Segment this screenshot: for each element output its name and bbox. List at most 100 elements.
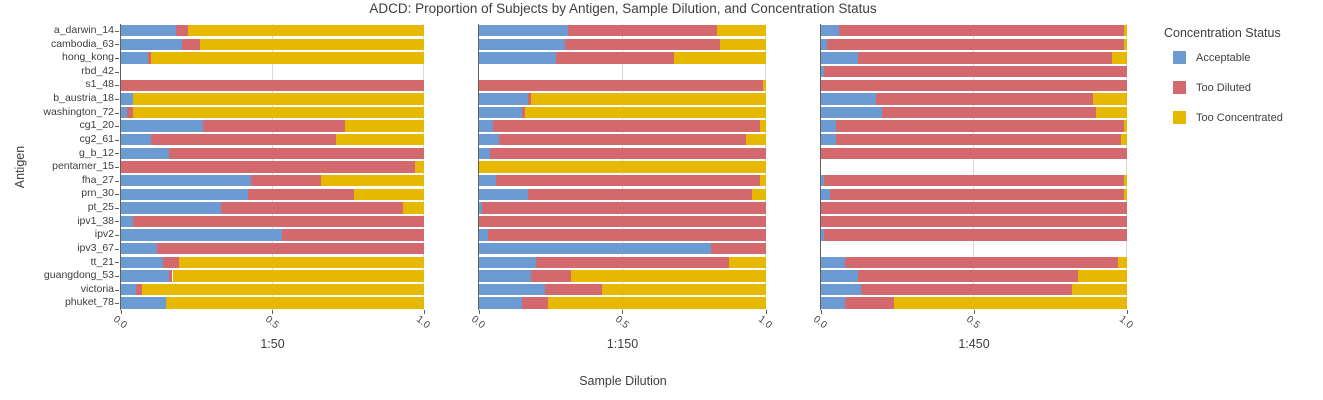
bar-segment-too-concentrated [1123,38,1127,51]
bar-segment-too-diluted [133,215,424,228]
y-axis-label: rbd_42 [81,64,114,77]
bar-row [479,229,766,241]
legend-items: Acceptable Too Diluted Too Concentrated [1161,51,1283,124]
bar-segment-acceptable [121,256,164,268]
bar-segment-acceptable [121,25,176,37]
bar-row [821,25,1127,37]
bar-row [121,202,424,214]
y-axis-label: s1_48 [85,78,114,91]
bar-row [121,243,424,255]
bar-row [121,66,424,77]
facet-label: 1:450 [958,337,990,351]
bar-segment-too-diluted [220,202,403,214]
bar-segment-acceptable [821,120,837,132]
y-axis-label: phuket_78 [64,296,114,309]
x-tick-label: 0.0 [111,313,129,332]
bar-segment-acceptable [821,174,825,187]
bar-segment-too-concentrated [1117,256,1127,268]
bar-segment-too-diluted [251,174,321,187]
bar-segment-too-diluted [522,297,548,309]
bar-row [479,147,766,160]
bar-segment-acceptable [821,256,846,268]
bar-row [821,283,1127,296]
gridline [1126,24,1127,310]
bar-segment-too-diluted [839,25,1124,37]
y-axis-tick [115,98,119,100]
bar-row [121,147,424,160]
bar-segment-acceptable [121,202,221,214]
bar-segment-too-diluted [281,229,424,241]
bar-row [121,256,424,268]
x-tick-label: 0.0 [469,313,487,332]
x-axis-tick [1126,310,1128,314]
bar-segment-too-diluted [181,38,200,51]
bar-segment-acceptable [479,25,568,37]
bar-segment-too-concentrated [402,202,424,214]
bar-segment-acceptable [479,93,528,105]
bar-segment-acceptable [821,134,837,146]
bar-segment-acceptable [479,202,482,214]
y-axis-label: ipv1_38 [77,214,114,227]
y-axis-tick [115,126,119,128]
facet-panel: 0.0 0.5 1.0 1:150 [469,24,774,351]
bar-row [121,38,424,51]
x-tick-label: 1.0 [756,313,774,332]
bar-row [479,256,766,268]
bar-segment-acceptable [121,297,167,309]
bar-segment-too-diluted [479,79,764,91]
bar-segment-too-diluted [536,256,729,268]
legend-swatch-too-diluted [1173,81,1186,94]
bar-row [821,174,1127,187]
bar-segment-too-diluted [527,188,752,200]
chart-title: ADCD: Proportion of Subjects by Antigen,… [369,1,877,16]
y-axis-tick [115,139,119,141]
legend-title: Concentration Status [1164,26,1281,40]
y-axis-tick [115,180,119,182]
bar-segment-too-diluted [169,147,424,160]
x-tick-label: 1.0 [414,313,432,332]
legend-swatch-too-concentrated [1173,111,1186,124]
bar-segment-too-diluted [169,270,173,282]
bar-segment-too-concentrated [1123,188,1127,200]
bar-segment-too-concentrated [320,174,424,187]
bar-segment-acceptable [121,120,203,132]
bar-row [121,120,424,132]
bar-row [479,270,766,282]
bar-segment-too-diluted [857,52,1112,64]
y-axis-label: tt_21 [90,255,114,268]
bar-row [479,161,766,173]
legend-item-label: Acceptable [1196,51,1251,64]
bar-segment-acceptable [121,215,134,228]
bar-segment-acceptable [821,38,828,51]
bar-segment-too-concentrated [728,256,766,268]
bar-row [479,215,766,228]
bar-row [479,202,766,214]
bar-segment-too-diluted [163,256,179,268]
bar-segment-acceptable [479,270,531,282]
bar-row [821,161,1127,172]
y-axis-label: guangdong_53 [43,269,114,282]
bar-segment-too-diluted [565,38,721,51]
y-axis-tick [115,85,119,87]
bar-segment-too-diluted [481,202,766,214]
y-axis-tick [115,30,119,32]
x-axis-tick [622,310,623,314]
bar-row [121,52,424,64]
bar-segment-acceptable [121,283,137,296]
bar-segment-too-diluted [157,243,424,255]
bar-segment-too-concentrated [1071,283,1127,296]
bar-segment-too-diluted [151,134,337,146]
bar-segment-too-diluted [527,93,531,105]
bar-segment-too-concentrated [524,106,766,119]
bar-segment-acceptable [479,106,523,119]
y-axis-tick [115,44,119,46]
x-axis-tick [478,310,480,314]
y-axis-label: cambodia_63 [50,37,114,50]
y-axis-label: a_darwin_14 [53,24,114,36]
y-axis-tick [115,235,119,237]
bar-segment-acceptable [821,65,825,78]
bar-segment-too-diluted [175,25,188,37]
bar-segment-acceptable [121,147,170,160]
bar-row [821,134,1127,146]
bar-segment-too-diluted [882,106,1097,119]
